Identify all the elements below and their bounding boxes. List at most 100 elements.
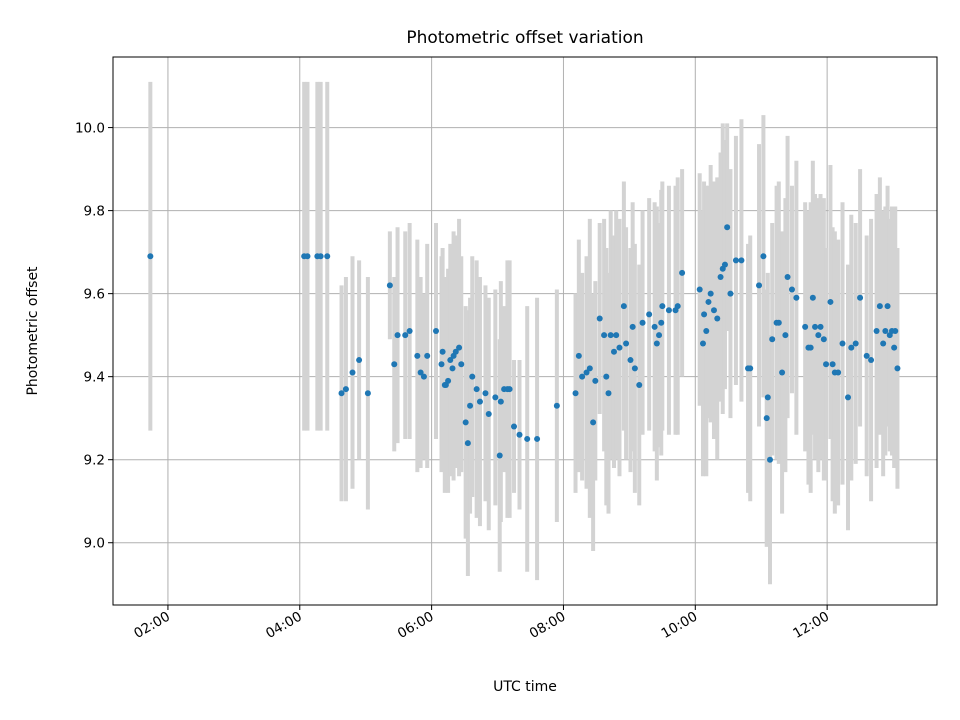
data-point xyxy=(631,365,638,372)
data-point xyxy=(616,344,623,351)
data-point xyxy=(467,402,474,409)
data-point xyxy=(439,348,446,355)
y-tick-label: 9.4 xyxy=(84,370,105,386)
chart-title: Photometric offset variation xyxy=(406,28,643,48)
data-point xyxy=(884,303,891,310)
data-point xyxy=(873,328,880,334)
data-point xyxy=(572,390,579,397)
data-point xyxy=(482,390,489,397)
data-point xyxy=(852,340,859,347)
data-point xyxy=(534,435,541,442)
data-point xyxy=(679,269,686,276)
data-point xyxy=(724,224,731,231)
data-point xyxy=(882,328,889,334)
data-point xyxy=(639,319,646,326)
x-tick-label: 10:00 xyxy=(659,609,701,642)
data-point xyxy=(575,352,582,359)
data-point xyxy=(476,398,483,405)
data-point xyxy=(779,369,786,376)
data-point xyxy=(458,361,465,368)
data-point xyxy=(553,402,560,409)
data-point xyxy=(492,394,499,401)
data-point xyxy=(317,253,324,260)
data-point xyxy=(857,294,864,301)
data-point xyxy=(627,357,634,364)
data-point xyxy=(880,340,887,347)
data-point xyxy=(511,423,518,430)
data-point xyxy=(449,365,456,372)
data-point xyxy=(406,328,413,334)
data-point xyxy=(767,456,774,463)
data-point xyxy=(699,340,706,347)
data-point xyxy=(809,294,816,301)
data-point xyxy=(391,361,398,368)
data-point xyxy=(738,257,745,264)
data-point xyxy=(147,253,154,260)
data-point xyxy=(469,373,476,380)
data-point xyxy=(433,328,440,334)
data-point xyxy=(338,390,345,397)
data-point xyxy=(784,274,791,281)
data-point xyxy=(658,319,665,326)
y-axis-label: Photometric offset xyxy=(25,266,41,396)
data-point xyxy=(364,390,371,397)
data-point xyxy=(802,323,809,330)
data-point xyxy=(820,336,827,343)
data-point xyxy=(891,344,898,351)
data-point xyxy=(586,365,593,372)
data-point xyxy=(732,257,739,264)
data-point xyxy=(793,294,800,301)
data-point xyxy=(665,307,672,314)
data-point xyxy=(868,357,875,364)
data-point xyxy=(756,282,763,289)
data-point xyxy=(651,323,658,330)
data-point xyxy=(447,357,454,364)
data-point xyxy=(696,286,703,293)
data-point xyxy=(829,361,836,368)
data-point xyxy=(863,352,870,359)
data-point xyxy=(703,328,710,334)
data-point xyxy=(603,373,610,380)
y-tick-label: 9.6 xyxy=(84,287,105,303)
data-point xyxy=(324,253,331,260)
data-point xyxy=(506,386,513,393)
data-point xyxy=(636,381,643,388)
data-point xyxy=(464,440,471,447)
data-point xyxy=(386,282,393,289)
data-point xyxy=(727,290,734,297)
data-point xyxy=(747,365,754,372)
data-point xyxy=(590,419,597,426)
data-point xyxy=(516,431,523,438)
data-point xyxy=(707,290,714,297)
data-point xyxy=(613,332,620,339)
y-tick-label: 9.2 xyxy=(84,453,105,469)
data-point xyxy=(592,377,599,384)
data-point xyxy=(839,340,846,347)
data-point xyxy=(763,415,770,422)
data-point xyxy=(760,253,767,260)
x-axis-label: UTC time xyxy=(493,679,557,695)
data-point xyxy=(579,373,586,380)
data-point xyxy=(782,332,789,339)
data-point xyxy=(524,435,531,442)
data-point xyxy=(705,298,712,305)
data-point xyxy=(827,298,834,305)
data-point xyxy=(775,319,782,326)
data-point xyxy=(596,315,603,322)
data-point xyxy=(656,332,663,339)
plot-frame xyxy=(112,56,938,606)
data-point xyxy=(583,369,590,376)
data-point xyxy=(414,352,421,359)
data-point xyxy=(848,344,855,351)
data-point xyxy=(402,332,409,339)
data-point xyxy=(674,303,681,310)
data-point xyxy=(894,365,901,372)
data-point xyxy=(601,332,608,339)
data-point xyxy=(304,253,311,260)
data-point xyxy=(610,348,617,355)
data-point xyxy=(349,369,356,376)
data-point xyxy=(876,303,883,310)
y-tick-label: 9.0 xyxy=(84,536,105,552)
data-point xyxy=(620,303,627,310)
